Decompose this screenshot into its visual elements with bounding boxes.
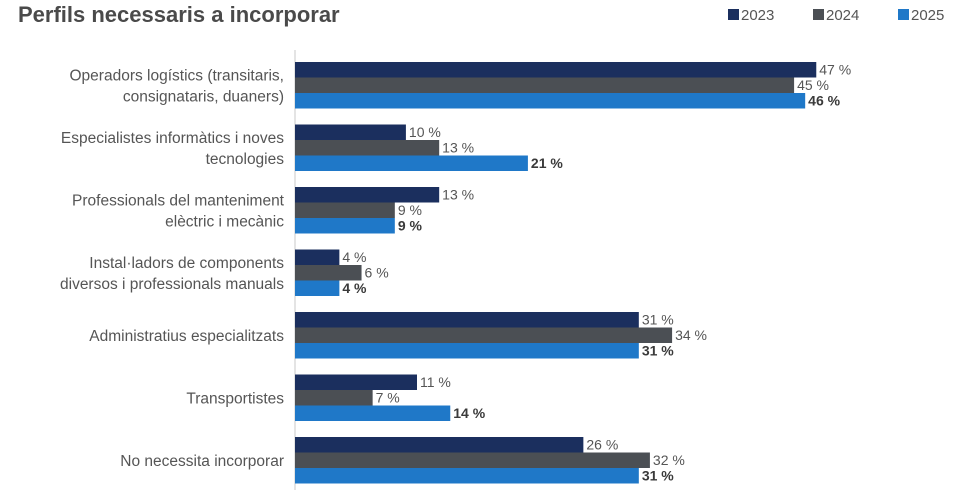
category-label-3-line-1: Professionals del manteniment [72,192,285,209]
bar-2024-2 [295,140,440,156]
data-label-2025-7: 31 % [642,468,674,484]
data-label-2025-6: 14 % [453,405,485,421]
legend: 2023 2024 2025 [728,7,944,24]
bar-2023-4 [295,249,340,265]
data-label-2025-4: 4 % [342,280,367,296]
bar-2024-3 [295,202,395,218]
data-label-2024-2: 13 % [442,140,474,156]
data-label-2023-2: 10 % [409,124,441,140]
category-labels: Operadors logístics (transitaris, consign… [60,67,285,470]
bar-2025-6 [295,405,451,421]
bar-2023-6 [295,374,417,390]
data-label-2025-3: 9 % [398,218,423,234]
bar-2024-6 [295,390,373,406]
bar-2025-2 [295,155,528,171]
category-label-4-line-1: Instal·ladors de components [89,255,284,272]
data-label-2024-6: 7 % [376,390,400,406]
bar-2025-4 [295,280,340,296]
data-label-2024-1: 45 % [797,77,829,93]
bar-2023-2 [295,124,406,140]
bar-2025-5 [295,343,639,359]
bar-2023-1 [295,62,817,78]
bar-2023-5 [295,312,639,328]
data-label-2023-7: 26 % [586,437,618,453]
bar-2024-5 [295,327,673,343]
data-label-2023-5: 31 % [642,312,674,328]
data-label-2023-4: 4 % [342,249,366,265]
category-label-7-line-1: No necessita incorporar [120,453,284,470]
legend-swatch-2025 [898,9,909,20]
category-label-4-line-2: diversos i professionals manuals [60,276,284,293]
data-label-2023-1: 47 % [819,62,851,78]
chart-title: Perfils necessaris a incorporar [18,2,340,27]
category-label-6-line-1: Transportistes [186,390,284,407]
legend-swatch-2023 [728,9,739,20]
category-label-3-line-2: elèctric i mecànic [165,213,284,230]
data-label-2024-7: 32 % [653,452,685,468]
legend-label-2024: 2024 [826,7,859,24]
data-label-2023-6: 11 % [420,374,451,390]
legend-swatch-2024 [813,9,824,20]
bar-2024-4 [295,265,362,281]
bar-2023-3 [295,187,440,203]
data-label-2025-1: 46 % [808,93,840,109]
bar-2025-3 [295,218,395,234]
bar-2024-7 [295,452,650,468]
category-label-2-line-1: Especialistes informàtics i noves [61,130,284,147]
legend-label-2023: 2023 [741,7,774,24]
category-label-1-line-1: Operadors logístics (transitaris, [70,67,285,84]
bar-2023-7 [295,437,584,453]
bars-group: 47 %45 %46 %10 %13 %21 %13 %9 %9 %4 %6 %… [295,62,851,484]
bar-2025-7 [295,468,639,484]
bar-2024-1 [295,77,795,93]
legend-label-2025: 2025 [911,7,944,24]
data-label-2025-2: 21 % [531,155,563,171]
category-label-5-line-1: Administratius especialitzats [89,328,284,345]
data-label-2024-4: 6 % [365,265,389,281]
data-label-2024-3: 9 % [398,202,422,218]
bar-2025-1 [295,93,806,109]
category-label-2-line-2: tecnologies [206,151,285,168]
data-label-2025-5: 31 % [642,343,674,359]
data-label-2024-5: 34 % [675,327,707,343]
category-label-1-line-2: consignataris, duaners) [123,88,284,105]
data-label-2023-3: 13 % [442,187,474,203]
